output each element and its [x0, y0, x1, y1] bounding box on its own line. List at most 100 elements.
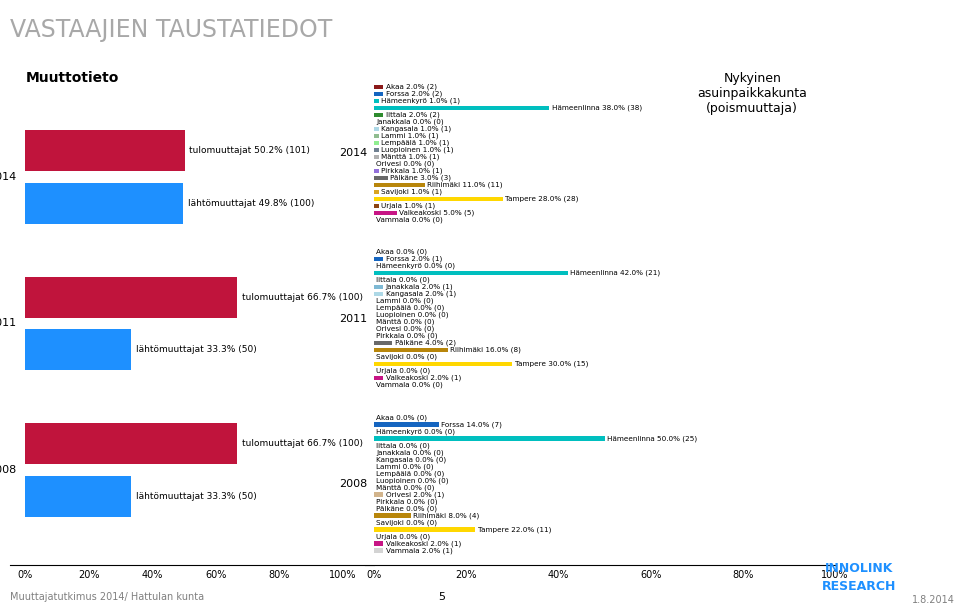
Text: Pälkäne 0.0% (0): Pälkäne 0.0% (0): [376, 505, 438, 511]
Text: Iittala 2.0% (2): Iittala 2.0% (2): [386, 112, 440, 118]
Text: Orivesi 2.0% (1): Orivesi 2.0% (1): [386, 491, 444, 497]
Text: Valkeakoski 2.0% (1): Valkeakoski 2.0% (1): [386, 540, 461, 547]
Text: Urjala 1.0% (1): Urjala 1.0% (1): [381, 203, 435, 209]
Bar: [374, 112, 383, 117]
Text: Nykyinen
asuinpaikkakunta
(poismuuttaja): Nykyinen asuinpaikkakunta (poismuuttaja): [697, 72, 807, 115]
Bar: [374, 148, 378, 152]
Bar: [374, 154, 378, 159]
Bar: [374, 211, 397, 215]
Bar: [26, 277, 237, 317]
Text: Riihimäki 11.0% (11): Riihimäki 11.0% (11): [427, 182, 502, 188]
Text: Vammala 0.0% (0): Vammala 0.0% (0): [376, 382, 444, 389]
Bar: [374, 134, 378, 138]
Text: Hämeenkyrö 0.0% (0): Hämeenkyrö 0.0% (0): [376, 263, 455, 269]
Bar: [26, 130, 184, 171]
Text: 5: 5: [438, 592, 445, 602]
Text: Muuttotieto: Muuttotieto: [26, 71, 119, 85]
Text: Iittala 0.0% (0): Iittala 0.0% (0): [376, 277, 430, 283]
Text: Hämeenlinna 38.0% (38): Hämeenlinna 38.0% (38): [552, 105, 641, 111]
Text: Riihimäki 8.0% (4): Riihimäki 8.0% (4): [413, 512, 479, 519]
Text: Kangasala 1.0% (1): Kangasala 1.0% (1): [381, 126, 451, 132]
Text: RESEARCH: RESEARCH: [822, 580, 897, 593]
Bar: [374, 204, 378, 209]
Text: Lempäälä 1.0% (1): Lempäälä 1.0% (1): [381, 140, 449, 146]
Text: 2014: 2014: [339, 148, 367, 159]
Bar: [374, 190, 378, 195]
Text: 2008: 2008: [0, 465, 16, 475]
Text: Valkeakoski 2.0% (1): Valkeakoski 2.0% (1): [386, 375, 461, 381]
Text: Pirkkala 1.0% (1): Pirkkala 1.0% (1): [381, 168, 443, 174]
Text: Luopioinen 0.0% (0): Luopioinen 0.0% (0): [376, 312, 449, 319]
Text: Janakkala 0.0% (0): Janakkala 0.0% (0): [376, 119, 444, 125]
Bar: [374, 436, 605, 441]
Bar: [374, 126, 378, 131]
Text: INNOLINK: INNOLINK: [825, 562, 894, 575]
Text: Forssa 14.0% (7): Forssa 14.0% (7): [441, 421, 502, 427]
Text: Iittala 0.0% (0): Iittala 0.0% (0): [376, 442, 430, 449]
Text: Lammi 0.0% (0): Lammi 0.0% (0): [376, 298, 434, 305]
Text: Mänttä 1.0% (1): Mänttä 1.0% (1): [381, 154, 440, 161]
Bar: [374, 513, 411, 517]
Text: Kangasala 2.0% (1): Kangasala 2.0% (1): [386, 291, 456, 297]
Text: tulomuuttajat 66.7% (100): tulomuuttajat 66.7% (100): [242, 439, 363, 448]
Text: Forssa 2.0% (1): Forssa 2.0% (1): [386, 256, 442, 262]
Bar: [26, 183, 183, 224]
Bar: [374, 106, 549, 110]
Text: Lempäälä 0.0% (0): Lempäälä 0.0% (0): [376, 470, 444, 477]
Text: Janakkala 2.0% (1): Janakkala 2.0% (1): [386, 284, 453, 291]
Text: Akaa 0.0% (0): Akaa 0.0% (0): [376, 249, 427, 255]
Bar: [374, 376, 383, 381]
Text: Savijoki 0.0% (0): Savijoki 0.0% (0): [376, 519, 438, 526]
Bar: [374, 362, 513, 367]
Text: Orivesi 0.0% (0): Orivesi 0.0% (0): [376, 161, 435, 167]
Text: Hämeenkyrö 0.0% (0): Hämeenkyrö 0.0% (0): [376, 428, 455, 435]
Text: 1.8.2014: 1.8.2014: [912, 595, 955, 605]
Bar: [374, 541, 383, 545]
Text: tulomuuttajat 50.2% (101): tulomuuttajat 50.2% (101): [189, 146, 310, 155]
Text: Tampere 22.0% (11): Tampere 22.0% (11): [478, 526, 551, 533]
Text: Pälkäne 4.0% (2): Pälkäne 4.0% (2): [395, 340, 456, 347]
Text: Forssa 2.0% (2): Forssa 2.0% (2): [386, 91, 442, 97]
Text: Valkeakoski 5.0% (5): Valkeakoski 5.0% (5): [399, 210, 474, 216]
Text: 2014: 2014: [0, 172, 16, 182]
Bar: [374, 285, 383, 289]
Text: Mänttä 0.0% (0): Mänttä 0.0% (0): [376, 319, 435, 325]
Text: Urjala 0.0% (0): Urjala 0.0% (0): [376, 533, 430, 540]
Text: Vammala 2.0% (1): Vammala 2.0% (1): [386, 547, 452, 554]
Text: 2011: 2011: [0, 319, 16, 328]
Bar: [374, 341, 393, 345]
Text: Luopioinen 0.0% (0): Luopioinen 0.0% (0): [376, 477, 449, 483]
Text: Kangasala 0.0% (0): Kangasala 0.0% (0): [376, 456, 446, 463]
Bar: [374, 183, 424, 187]
Bar: [374, 85, 383, 89]
Text: Pirkkala 0.0% (0): Pirkkala 0.0% (0): [376, 333, 438, 339]
Bar: [374, 492, 383, 497]
Text: lähtömuuttajat 33.3% (50): lähtömuuttajat 33.3% (50): [136, 492, 256, 501]
Text: Muuttajatutkimus 2014/ Hattulan kunta: Muuttajatutkimus 2014/ Hattulan kunta: [10, 592, 204, 602]
Bar: [374, 92, 383, 96]
Text: Hämeenlinna 42.0% (21): Hämeenlinna 42.0% (21): [570, 270, 660, 277]
Bar: [374, 271, 567, 275]
Text: Savijoki 1.0% (1): Savijoki 1.0% (1): [381, 188, 442, 195]
Text: VASTAAJIEN TAUSTATIEDOT: VASTAAJIEN TAUSTATIEDOT: [10, 18, 332, 42]
Text: Luopioinen 1.0% (1): Luopioinen 1.0% (1): [381, 147, 453, 153]
Bar: [374, 548, 383, 553]
Text: Akaa 0.0% (0): Akaa 0.0% (0): [376, 414, 427, 421]
Bar: [374, 98, 378, 103]
Text: Urjala 0.0% (0): Urjala 0.0% (0): [376, 368, 430, 375]
Text: Lammi 1.0% (1): Lammi 1.0% (1): [381, 133, 439, 139]
Text: lähtömuuttajat 33.3% (50): lähtömuuttajat 33.3% (50): [136, 345, 256, 354]
Bar: [374, 257, 383, 261]
Bar: [374, 140, 378, 145]
Bar: [374, 176, 388, 180]
Bar: [374, 422, 439, 427]
Text: Pälkäne 3.0% (3): Pälkäne 3.0% (3): [390, 174, 451, 181]
Text: Janakkala 0.0% (0): Janakkala 0.0% (0): [376, 449, 444, 455]
Bar: [374, 197, 503, 201]
Text: Mänttä 0.0% (0): Mänttä 0.0% (0): [376, 484, 435, 491]
Bar: [26, 476, 132, 517]
Text: Tampere 30.0% (15): Tampere 30.0% (15): [515, 361, 588, 367]
Text: Lammi 0.0% (0): Lammi 0.0% (0): [376, 463, 434, 469]
Bar: [374, 348, 447, 353]
Text: Orivesi 0.0% (0): Orivesi 0.0% (0): [376, 326, 435, 333]
